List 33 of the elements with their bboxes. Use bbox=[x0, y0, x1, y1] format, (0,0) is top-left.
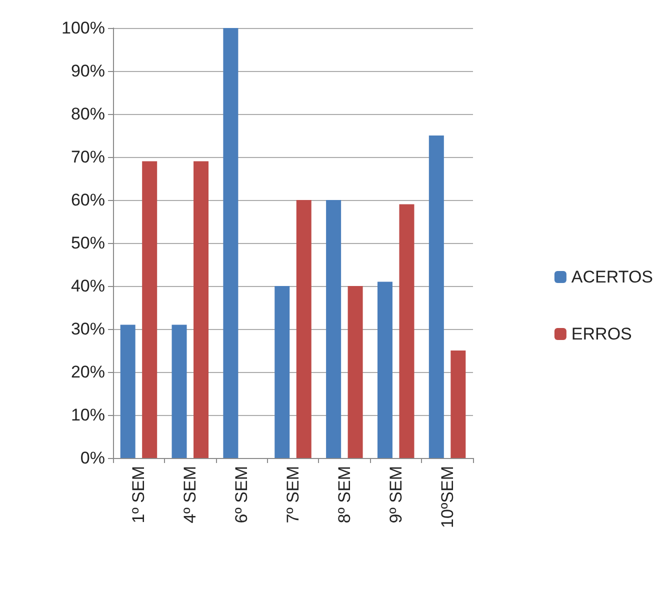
bar bbox=[142, 161, 158, 458]
legend-label: ERROS bbox=[571, 324, 632, 344]
x-tick-label: 9º SEM bbox=[386, 466, 406, 524]
y-tick-label: 40% bbox=[70, 276, 105, 296]
y-tick-label: 20% bbox=[70, 362, 105, 382]
bar bbox=[296, 200, 312, 458]
bar bbox=[377, 282, 392, 458]
y-tick-label: 60% bbox=[70, 190, 105, 210]
y-tick-label: 30% bbox=[70, 320, 105, 338]
bar bbox=[223, 28, 238, 458]
x-tick-label: 6º SEM bbox=[232, 466, 252, 524]
x-tick-label: 4º SEM bbox=[180, 466, 200, 524]
x-tick-label: 1º SEM bbox=[129, 466, 148, 524]
y-tick-label: 0% bbox=[80, 448, 105, 468]
y-tick-label: 100% bbox=[62, 18, 105, 38]
x-tick-label: 10ºSEM bbox=[438, 466, 457, 528]
bar bbox=[326, 200, 342, 458]
bar bbox=[274, 286, 290, 458]
y-tick-label: 10% bbox=[70, 406, 105, 424]
y-tick-label: 90% bbox=[70, 62, 105, 80]
x-tick-label: 8º SEM bbox=[334, 466, 354, 524]
bar bbox=[172, 324, 187, 458]
x-tick-label: 7º SEM bbox=[284, 466, 302, 524]
y-tick-label: 70% bbox=[70, 148, 105, 166]
bar bbox=[194, 161, 209, 458]
bar bbox=[450, 350, 466, 458]
bar bbox=[348, 286, 363, 458]
bar bbox=[120, 324, 136, 458]
legend-label: ACERTOS bbox=[571, 268, 654, 286]
y-tick-label: 80% bbox=[70, 104, 105, 124]
bar bbox=[399, 204, 414, 458]
bar bbox=[428, 136, 444, 458]
y-tick-label: 50% bbox=[70, 234, 105, 252]
